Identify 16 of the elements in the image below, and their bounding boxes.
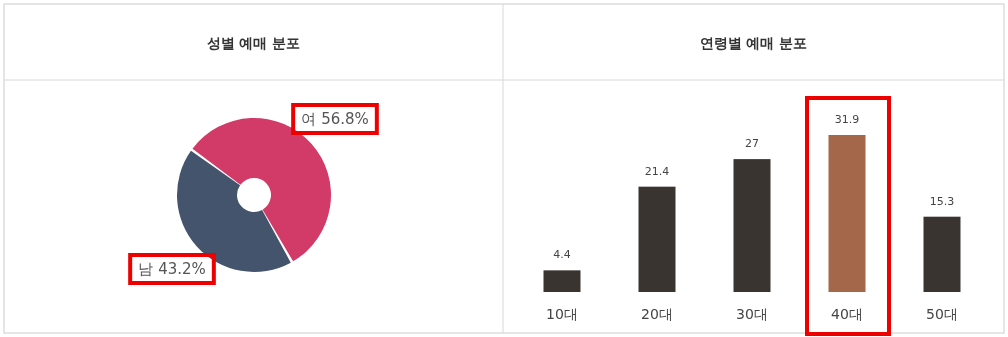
x-tick-label: 50대 bbox=[926, 306, 958, 322]
chart-title: 성별 예매 분포 bbox=[206, 35, 301, 51]
data-label: 27 bbox=[745, 137, 759, 151]
slice-label: 남 bbox=[138, 260, 154, 278]
data-label: 43.2% bbox=[158, 260, 206, 278]
data-label: 15.3 bbox=[929, 194, 955, 208]
chart-title: 연령별 예매 분포 bbox=[699, 35, 808, 51]
x-tick-label: 40대 bbox=[831, 306, 863, 322]
data-label: 56.8% bbox=[321, 110, 369, 128]
data-label: 31.9 bbox=[834, 113, 860, 126]
data-label: 4.4 bbox=[553, 248, 571, 262]
x-tick-label: 10대 bbox=[546, 306, 578, 322]
data-label: 21.4 bbox=[644, 164, 670, 178]
slice-label: 여 bbox=[301, 110, 317, 128]
x-tick-label: 20대 bbox=[641, 306, 673, 322]
x-tick-label: 30대 bbox=[736, 306, 768, 322]
